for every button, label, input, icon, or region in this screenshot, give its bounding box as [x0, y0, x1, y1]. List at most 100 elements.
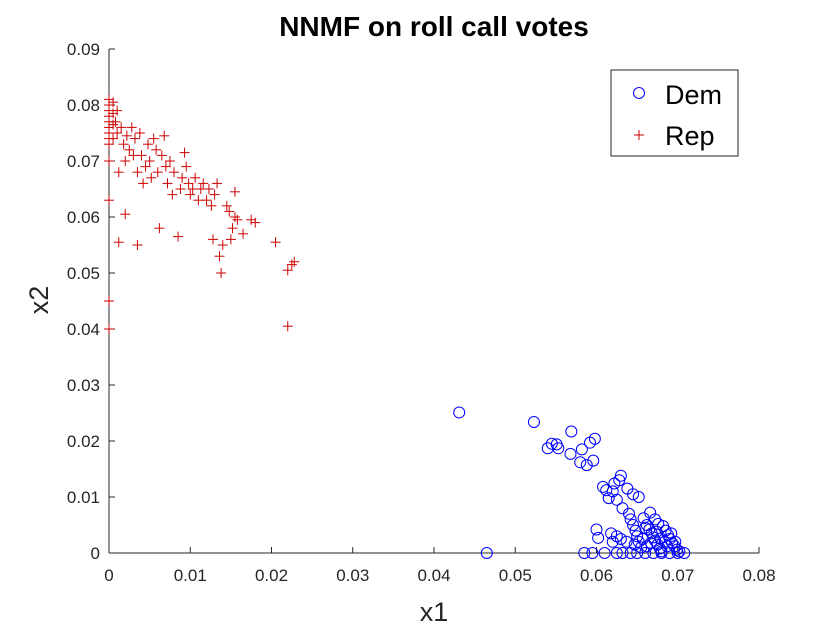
data-point-dem	[614, 469, 627, 482]
data-point-rep	[209, 189, 220, 200]
data-point-rep	[148, 133, 159, 144]
data-point-dem	[580, 459, 593, 472]
data-point-rep	[282, 265, 293, 276]
data-point-dem	[640, 540, 653, 553]
x-tick-label: 0.05	[499, 566, 532, 585]
data-point-rep	[173, 231, 184, 242]
data-point-rep	[225, 234, 236, 245]
data-point-rep	[169, 167, 179, 178]
data-point-rep	[198, 178, 209, 189]
data-point-rep	[270, 237, 281, 248]
data-point-rep	[120, 156, 131, 166]
data-point-dem	[669, 535, 682, 548]
data-point-rep	[250, 217, 261, 228]
data-point-dem	[578, 547, 591, 559]
data-point-rep	[140, 161, 151, 172]
data-point-rep	[156, 150, 167, 161]
data-point-dem	[602, 492, 615, 505]
data-point-rep	[116, 122, 127, 133]
data-point-rep	[108, 97, 119, 108]
data-point-rep	[104, 324, 114, 334]
x-tick-label: 0.06	[580, 566, 613, 585]
data-point-dem	[597, 480, 609, 493]
data-point-rep	[229, 186, 240, 197]
data-point-rep	[224, 206, 235, 217]
data-point-rep	[229, 212, 240, 222]
data-point-dem	[644, 536, 657, 549]
data-point-rep	[134, 128, 145, 138]
data-point-rep	[104, 139, 114, 150]
data-point-dem	[584, 436, 596, 449]
legend: Dem Rep	[610, 69, 739, 157]
data-point-rep	[167, 189, 178, 200]
data-point-rep	[124, 144, 135, 155]
data-point-rep	[232, 214, 243, 225]
legend-rep-label: Rep	[665, 121, 715, 151]
y-tick-label: 0.05	[67, 264, 100, 283]
data-point-dem	[575, 443, 588, 456]
y-tick-label: 0.04	[67, 320, 100, 339]
y-tick-label: 0	[91, 544, 100, 563]
data-point-dem	[610, 530, 623, 543]
data-point-rep	[217, 240, 228, 250]
data-point-dem	[552, 442, 565, 455]
y-tick-label: 0.01	[67, 488, 100, 507]
data-point-rep	[132, 240, 143, 250]
data-point-rep	[212, 178, 223, 189]
data-point-dem	[586, 547, 599, 559]
x-tick-label: 0.07	[661, 566, 694, 585]
x-tick-label: 0.03	[336, 566, 369, 585]
y-tick-label: 0.06	[67, 208, 100, 227]
y-tick-label: 0.02	[67, 432, 100, 451]
data-point-dem	[650, 525, 663, 538]
data-point-dem	[649, 513, 661, 526]
data-point-rep	[104, 296, 114, 306]
data-point-dem	[616, 547, 629, 559]
data-point-rep	[130, 133, 140, 144]
data-point-rep	[143, 139, 153, 150]
legend-box	[610, 69, 739, 157]
chart-title: NNMF on roll call votes	[279, 11, 589, 42]
data-point-rep	[282, 321, 293, 332]
data-point-rep	[162, 178, 173, 189]
data-point-dem	[614, 533, 627, 545]
data-point-dem	[665, 527, 678, 540]
data-point-rep	[227, 223, 238, 234]
data-point-rep	[108, 119, 119, 130]
y-tick-label: 0.07	[67, 152, 100, 171]
data-point-dem	[624, 547, 637, 559]
data-point-rep	[126, 122, 137, 133]
data-point-rep	[177, 172, 188, 183]
x-axis-label: x1	[420, 597, 449, 627]
data-point-dem	[636, 533, 649, 545]
data-point-dem	[678, 547, 691, 559]
data-point-dem	[545, 437, 558, 450]
data-point-rep	[108, 133, 119, 144]
data-point-rep	[185, 189, 196, 200]
data-point-rep	[154, 223, 165, 234]
legend-rep-marker	[634, 130, 644, 140]
data-point-rep	[138, 178, 149, 189]
data-point-dem	[623, 507, 635, 520]
data-point-rep	[221, 200, 232, 211]
data-point-dem	[598, 547, 611, 559]
data-point-dem	[635, 541, 648, 554]
data-point-dem	[632, 491, 645, 503]
data-point-rep	[151, 144, 162, 155]
data-point-dem	[588, 432, 601, 445]
legend-dem-circle	[633, 87, 645, 99]
data-point-dem	[480, 547, 493, 559]
data-point-dem	[527, 415, 540, 428]
data-point-dem	[624, 513, 637, 526]
data-point-rep	[201, 195, 212, 206]
data-point-dem	[610, 547, 623, 559]
data-point-rep	[246, 214, 257, 225]
y-tick-label: 0.08	[67, 96, 100, 115]
axes: 0 0.01 0.02 0.03 0.04 0.05 0.06 0.07 0.08 0 0.01 0.…	[67, 40, 776, 585]
data-point-rep	[104, 156, 114, 166]
data-point-dem	[592, 531, 605, 544]
x-tick-label: 0.02	[255, 566, 288, 585]
data-point-dem	[565, 425, 578, 438]
data-point-dem	[564, 447, 577, 460]
